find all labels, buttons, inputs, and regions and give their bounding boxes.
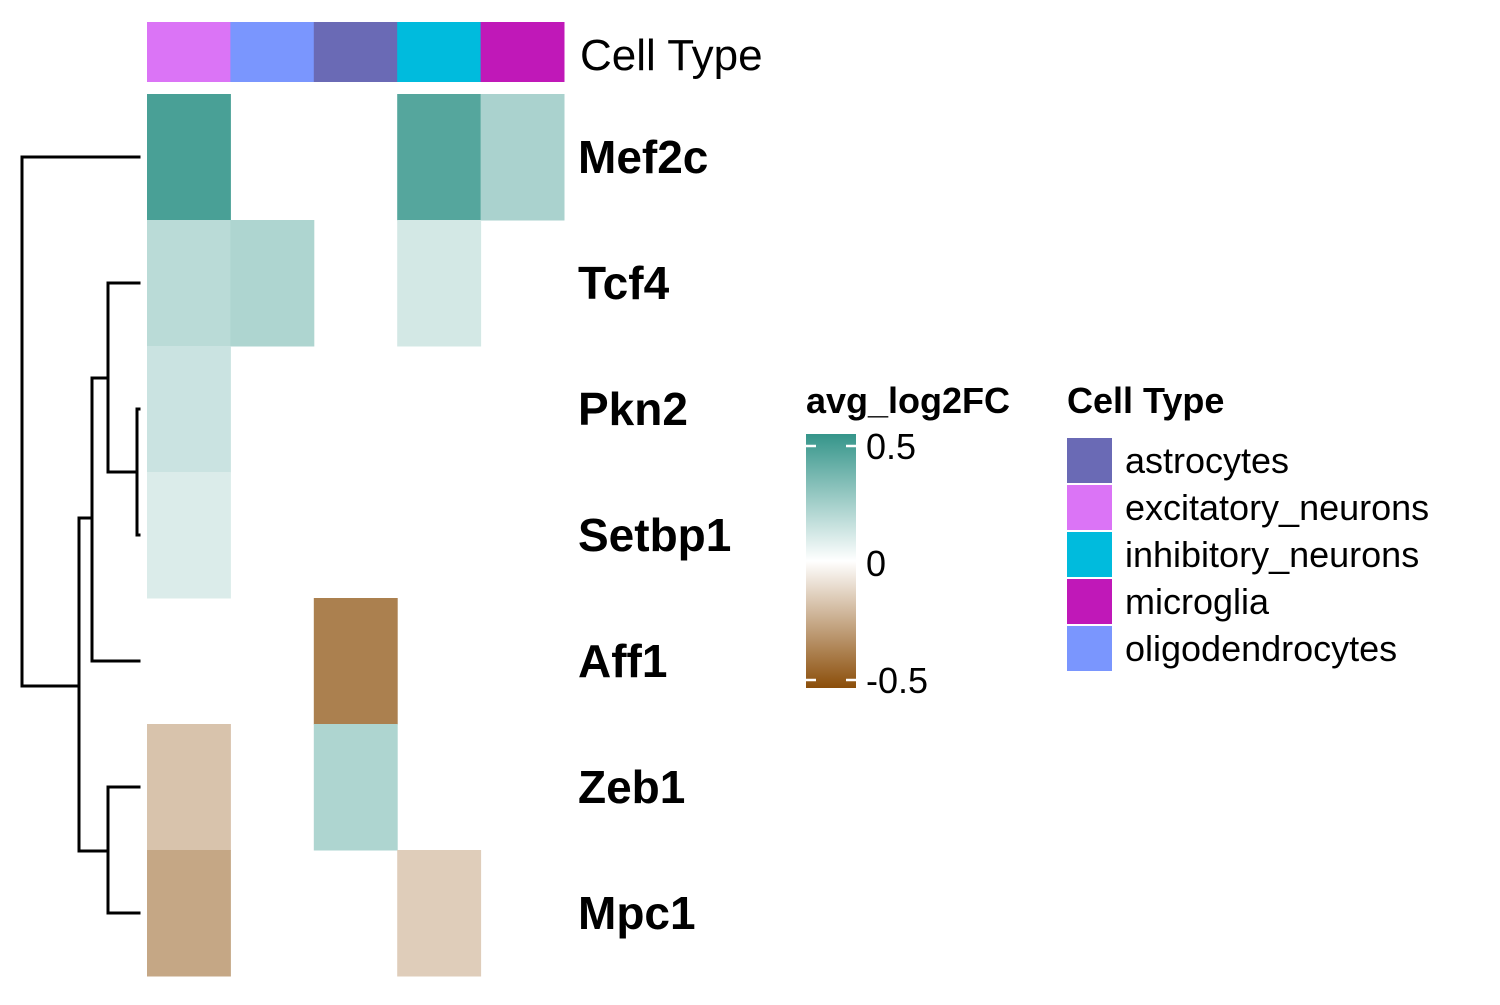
colorbar-tick-label: -0.5 [866,660,928,701]
annotation-bar [147,22,565,82]
legend-label-astrocytes: astrocytes [1125,440,1289,481]
heatmap-cell [147,724,231,851]
heatmap-cell [147,220,231,347]
legend-label-oligodendrocytes: oligodendrocytes [1125,628,1397,669]
heatmap-cell [397,850,482,977]
legend-label-excitatory_neurons: excitatory_neurons [1125,487,1429,528]
cell-type-legend-title: Cell Type [1067,380,1224,421]
heatmap-cell [313,724,398,851]
heatmap-cell [480,724,565,851]
colorbar-title: avg_log2FC [806,380,1010,421]
row-label-pkn2: Pkn2 [578,383,688,435]
heatmap-cell [397,94,482,221]
row-dendrogram [20,155,141,915]
annotation-cell-excitatory_neurons [147,22,231,82]
cell-type-legend: Cell Type astrocytes excitatory_neuronsin… [1067,380,1429,671]
heatmap-cell [397,220,482,347]
annotation-cell-inhibitory_neurons [397,22,482,82]
heatmap-cell [313,598,398,725]
annotation-cell-astrocytes [313,22,398,82]
heatmap-cell [147,850,231,977]
colorbar-tick-label: 0.5 [866,426,916,467]
heatmap-cells [147,94,565,977]
row-label-tcf4: Tcf4 [578,257,670,309]
heatmap-cell [147,472,231,599]
row-label-zeb1: Zeb1 [578,761,685,813]
legend-swatch-inhibitory_neurons [1067,532,1112,577]
legend-label-inhibitory_neurons: inhibitory_neurons [1125,534,1419,575]
row-labels: Mef2c Tcf4 Pkn2 Setbp1 Aff1 Zeb1 Mpc1 [578,131,731,939]
colorbar-gradient [806,434,856,688]
heatmap-cell [147,346,231,473]
row-label-mef2c: Mef2c [578,131,708,183]
legend-swatch-astrocytes [1067,438,1112,483]
legend-swatch-oligodendrocytes [1067,626,1112,671]
legend-swatch-microglia [1067,579,1112,624]
annotation-cell-oligodendrocytes [230,22,315,82]
legend-swatch-excitatory_neurons [1067,485,1112,530]
row-label-aff1: Aff1 [578,635,667,687]
colorbar-tick-label: 0 [866,543,886,584]
annotation-bar-label: Cell Type [580,31,763,80]
heatmap-cell [230,220,315,347]
annotation-cell-microglia [480,22,565,82]
row-label-setbp1: Setbp1 [578,509,731,561]
row-label-mpc1: Mpc1 [578,887,696,939]
legend-label-microglia: microglia [1125,581,1270,622]
heatmap-cell [480,94,565,221]
colorbar-legend: avg_log2FC 0.5 0 -0.5 [806,380,1010,701]
heatmap-cell [147,94,231,221]
